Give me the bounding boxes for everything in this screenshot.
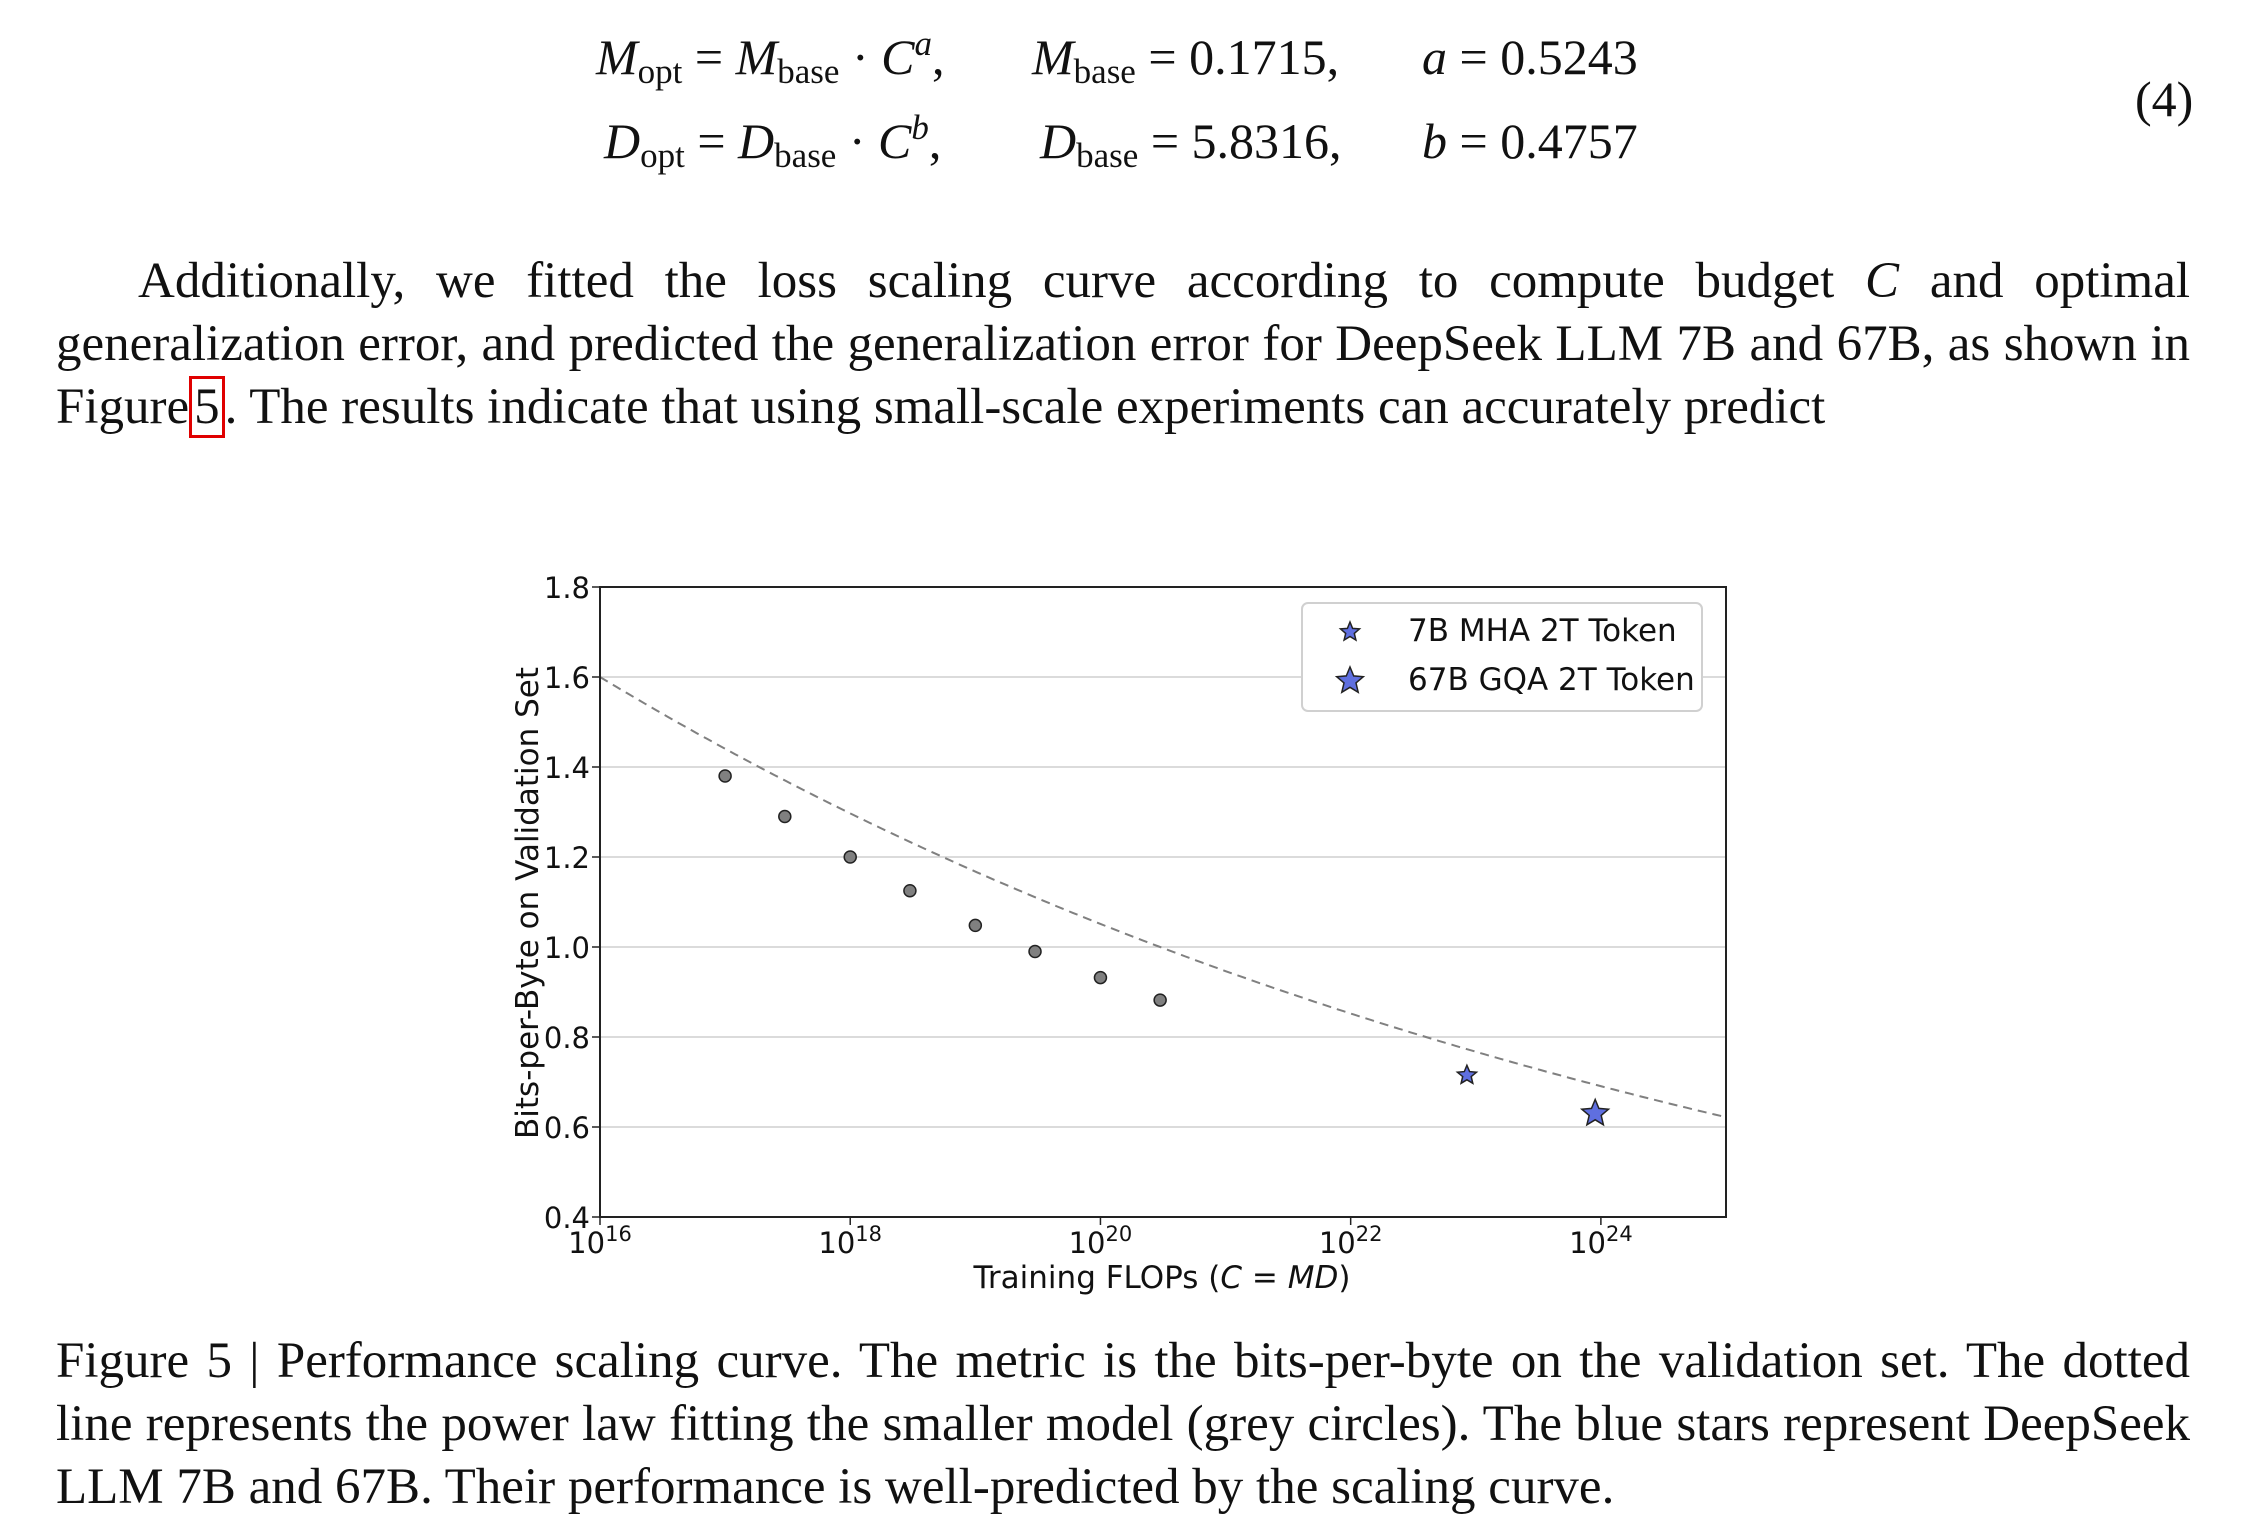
equation-line-2-param: Dbase = 5.8316, <box>1040 113 1342 175</box>
legend: 7B MHA 2T Token 67B GQA 2T Token <box>1301 602 1703 712</box>
small-model-point <box>1028 944 1042 959</box>
legend-box <box>1301 602 1703 712</box>
eq-sub: opt <box>637 51 683 91</box>
large-model-star <box>1455 1063 1479 1085</box>
paragraph-text: . The results indicate that using small-… <box>224 379 1826 435</box>
equation-line-1-param: Mbase = 0.1715, <box>1032 29 1340 91</box>
equation-line-1: Mopt = Mbase · Ca, <box>596 23 945 91</box>
equation-line-1-exp: a = 0.5243 <box>1422 29 1638 85</box>
small-model-point <box>968 918 983 933</box>
large-model-star <box>1579 1097 1611 1127</box>
eq-var: M <box>735 29 778 85</box>
eq-sub: base <box>777 51 840 91</box>
eq-sub: base <box>1076 135 1139 175</box>
eq-var: D <box>738 113 775 169</box>
equation-line-2: Dopt = Dbase · Cb, <box>604 107 942 175</box>
x-tick-label: 1020 <box>1069 1222 1133 1260</box>
y-axis-label: Bits-per-Byte on Validation Set <box>510 667 546 1139</box>
eq-var: M <box>1032 29 1074 85</box>
fit-curve <box>599 676 1727 1119</box>
y-tick-label: 1.6 <box>544 661 590 695</box>
legend-entry-7b: 7B MHA 2T Token <box>1408 613 1677 649</box>
figure-caption: Figure 5 | Performance scaling curve. Th… <box>56 1333 2190 1515</box>
x-tick-label: 1016 <box>568 1222 632 1260</box>
eq-var: D <box>1040 113 1077 169</box>
equation-number: (4) <box>2135 71 2194 127</box>
legend-marker-large-star <box>1334 665 1366 694</box>
x-axis-label-prefix: Training FLOPs ( <box>973 1260 1221 1296</box>
y-tick-label: 0.8 <box>544 1021 590 1055</box>
small-model-point <box>718 769 732 783</box>
eq-var: b <box>1422 113 1447 169</box>
eq-var: a <box>1422 29 1447 85</box>
eq-exp: b <box>911 107 929 147</box>
eq-value: 0.4757 <box>1500 113 1638 169</box>
small-model-point <box>903 884 917 898</box>
eq-value: 0.1715 <box>1189 29 1327 85</box>
grid-lines <box>600 676 1726 1128</box>
paragraph-text: and optimal generalization error, and pr… <box>56 253 2191 435</box>
x-axis-label-suffix: ) <box>1338 1260 1350 1296</box>
eq-var: C <box>878 113 912 169</box>
y-tick-label: 0.4 <box>544 1201 590 1235</box>
data-points <box>718 769 1611 1127</box>
legend-marker-small-star <box>1338 620 1362 642</box>
y-tick-label: 1.0 <box>544 931 590 965</box>
legend-entry-67b: 67B GQA 2T Token <box>1408 662 1695 698</box>
x-axis-label-math: C = MD <box>1220 1260 1338 1296</box>
legend-star-small <box>1338 620 1362 642</box>
eq-var: D <box>604 113 641 169</box>
y-tick-label: 1.2 <box>544 841 590 875</box>
legend-star-large <box>1334 665 1366 694</box>
eq-var: M <box>596 29 638 85</box>
y-tick-label: 1.8 <box>544 571 590 605</box>
eq-sub: base <box>774 135 837 175</box>
x-axis-label: Training FLOPs (C = MD) <box>973 1260 1351 1296</box>
eq-value: 5.8316 <box>1191 113 1330 169</box>
y-tick-label: 1.4 <box>544 751 590 785</box>
paragraph-var: C <box>1865 253 1900 309</box>
y-tick-label: 0.6 <box>544 1111 590 1145</box>
equation-line-2-exp: b = 0.4757 <box>1422 113 1638 169</box>
small-model-point <box>1153 993 1167 1007</box>
eq-var: C <box>881 29 915 85</box>
eq-sub: opt <box>640 135 685 175</box>
figure-reference-link[interactable]: 5 <box>189 376 225 438</box>
small-model-point <box>1093 970 1108 985</box>
body-paragraph: Additionally, we fitted the loss scaling… <box>56 250 2190 439</box>
small-model-point <box>843 850 857 864</box>
x-tick-label: 1018 <box>818 1222 882 1260</box>
small-model-point <box>778 809 792 824</box>
eq-value: 0.5243 <box>1500 29 1638 85</box>
y-ticks: 0.4 1.8 1.6 1.4 1.2 1.0 0.8 0.6 <box>544 571 600 1235</box>
plot-frame <box>599 586 1727 1218</box>
paragraph-text: Additionally, we fitted the loss scaling… <box>138 253 1835 309</box>
x-ticks: 1016 1018 1020 1022 1024 <box>568 1217 1633 1260</box>
x-tick-label: 1022 <box>1319 1222 1383 1260</box>
eq-exp: a <box>914 23 932 63</box>
eq-sub: base <box>1073 51 1136 91</box>
x-tick-label: 1024 <box>1569 1222 1633 1260</box>
